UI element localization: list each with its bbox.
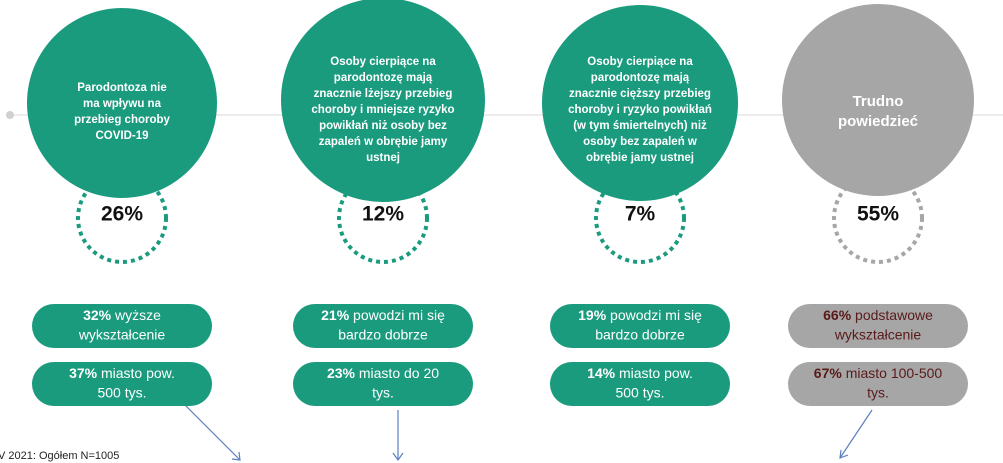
answer-text: (w tym śmiertelnych) niż: [573, 120, 707, 132]
answer-text: parodontozę mają: [591, 72, 690, 84]
answer-text: choroby i mniejsze ryzyko: [311, 104, 454, 116]
answer-text: obrębie jamy ustnej: [586, 152, 694, 164]
profile-pill: [293, 362, 473, 406]
profile-line: wykształcenie: [78, 327, 166, 343]
profile-pill: [293, 304, 473, 348]
answer-circle: [27, 8, 217, 198]
timeline-dot: [6, 111, 14, 119]
answer-text: COVID-19: [95, 130, 148, 142]
profile-line: tys.: [372, 385, 394, 401]
profile-pill: [788, 362, 968, 406]
answer-text: Parodontoza nie: [77, 82, 166, 94]
answer-text: znacznie lżejszy przebieg: [314, 88, 453, 100]
profile-line: bardzo dobrze: [595, 327, 685, 343]
arrows: [184, 404, 873, 462]
answer-text: ma wpływu na: [83, 98, 162, 110]
profile-text: wyższe: [114, 307, 161, 323]
profile-pill: [550, 304, 730, 348]
percent: 26%: [101, 203, 143, 226]
profile-share: 21%: [321, 307, 350, 323]
profile-text: podstawowe: [855, 307, 933, 323]
percent-ring: [832, 172, 924, 264]
profile-share: 67%: [814, 365, 843, 381]
profile-share: 32%: [83, 307, 112, 323]
profile-text: powodzi mi się: [353, 307, 445, 323]
profile-text: miasto 100-500: [846, 365, 943, 381]
profile-line: wykształcenie: [834, 327, 922, 343]
answer-text: choroby i ryzyko powikłań: [568, 104, 712, 116]
answer-text: zapaleń w obrębie jamy: [319, 136, 448, 148]
answer-text: znacznie cięższy przebieg: [569, 88, 711, 100]
answer-text: parodontozę mają: [334, 72, 433, 84]
footnote: V 2021: Ogółem N=1005: [0, 450, 119, 462]
profile-text: powodzi mi się: [610, 307, 702, 323]
profile-share: 37%: [69, 365, 98, 381]
percent: 55%: [857, 203, 899, 226]
profile-line: 500 tys.: [97, 385, 146, 401]
percent-ring: [76, 172, 168, 264]
profile-line: 14% miasto pow.: [587, 365, 693, 381]
profile-line: 66% podstawowe: [823, 307, 933, 323]
profile-text: miasto do 20: [359, 365, 439, 381]
answer-text: osoby bez zapaleń w: [583, 136, 697, 148]
profile-text: miasto pow.: [101, 365, 175, 381]
answer-circle: [782, 4, 974, 196]
profile-share: 19%: [578, 307, 607, 323]
profile-line: bardzo dobrze: [338, 327, 428, 343]
profile-line: tys.: [867, 385, 889, 401]
percent-ring: [594, 172, 686, 264]
profile-text: miasto pow.: [619, 365, 693, 381]
profile-line: 67% miasto 100-500: [814, 365, 943, 381]
profile-pill: [32, 362, 212, 406]
percent: 12%: [362, 203, 404, 226]
profile-line: 37% miasto pow.: [69, 365, 175, 381]
profile-line: 21% powodzi mi się: [321, 307, 445, 323]
percent-ring: [337, 172, 429, 264]
answer-text: Osoby cierpiące na: [330, 56, 436, 68]
profile-share: 23%: [327, 365, 356, 381]
answer-text: powiedzieć: [838, 113, 918, 130]
profile-pill: [32, 304, 212, 348]
answer-text: ustnej: [366, 152, 400, 164]
profile-share: 14%: [587, 365, 616, 381]
profile-pill: [550, 362, 730, 406]
answer-text: powikłań niż osoby bez: [319, 120, 447, 132]
profile-pill: [788, 304, 968, 348]
profile-line: 19% powodzi mi się: [578, 307, 702, 323]
profile-line: 23% miasto do 20: [327, 365, 439, 381]
answer-text: Osoby cierpiące na: [587, 56, 693, 68]
answer-text: przebieg choroby: [74, 114, 170, 126]
profile-line: 500 tys.: [615, 385, 664, 401]
percent: 7%: [625, 203, 656, 226]
answer-circle: [281, 0, 485, 202]
profile-line: 32% wyższe: [83, 307, 161, 323]
profile-share: 66%: [823, 307, 852, 323]
answer-circle: [542, 5, 738, 201]
answer-text: Trudno: [853, 93, 904, 110]
